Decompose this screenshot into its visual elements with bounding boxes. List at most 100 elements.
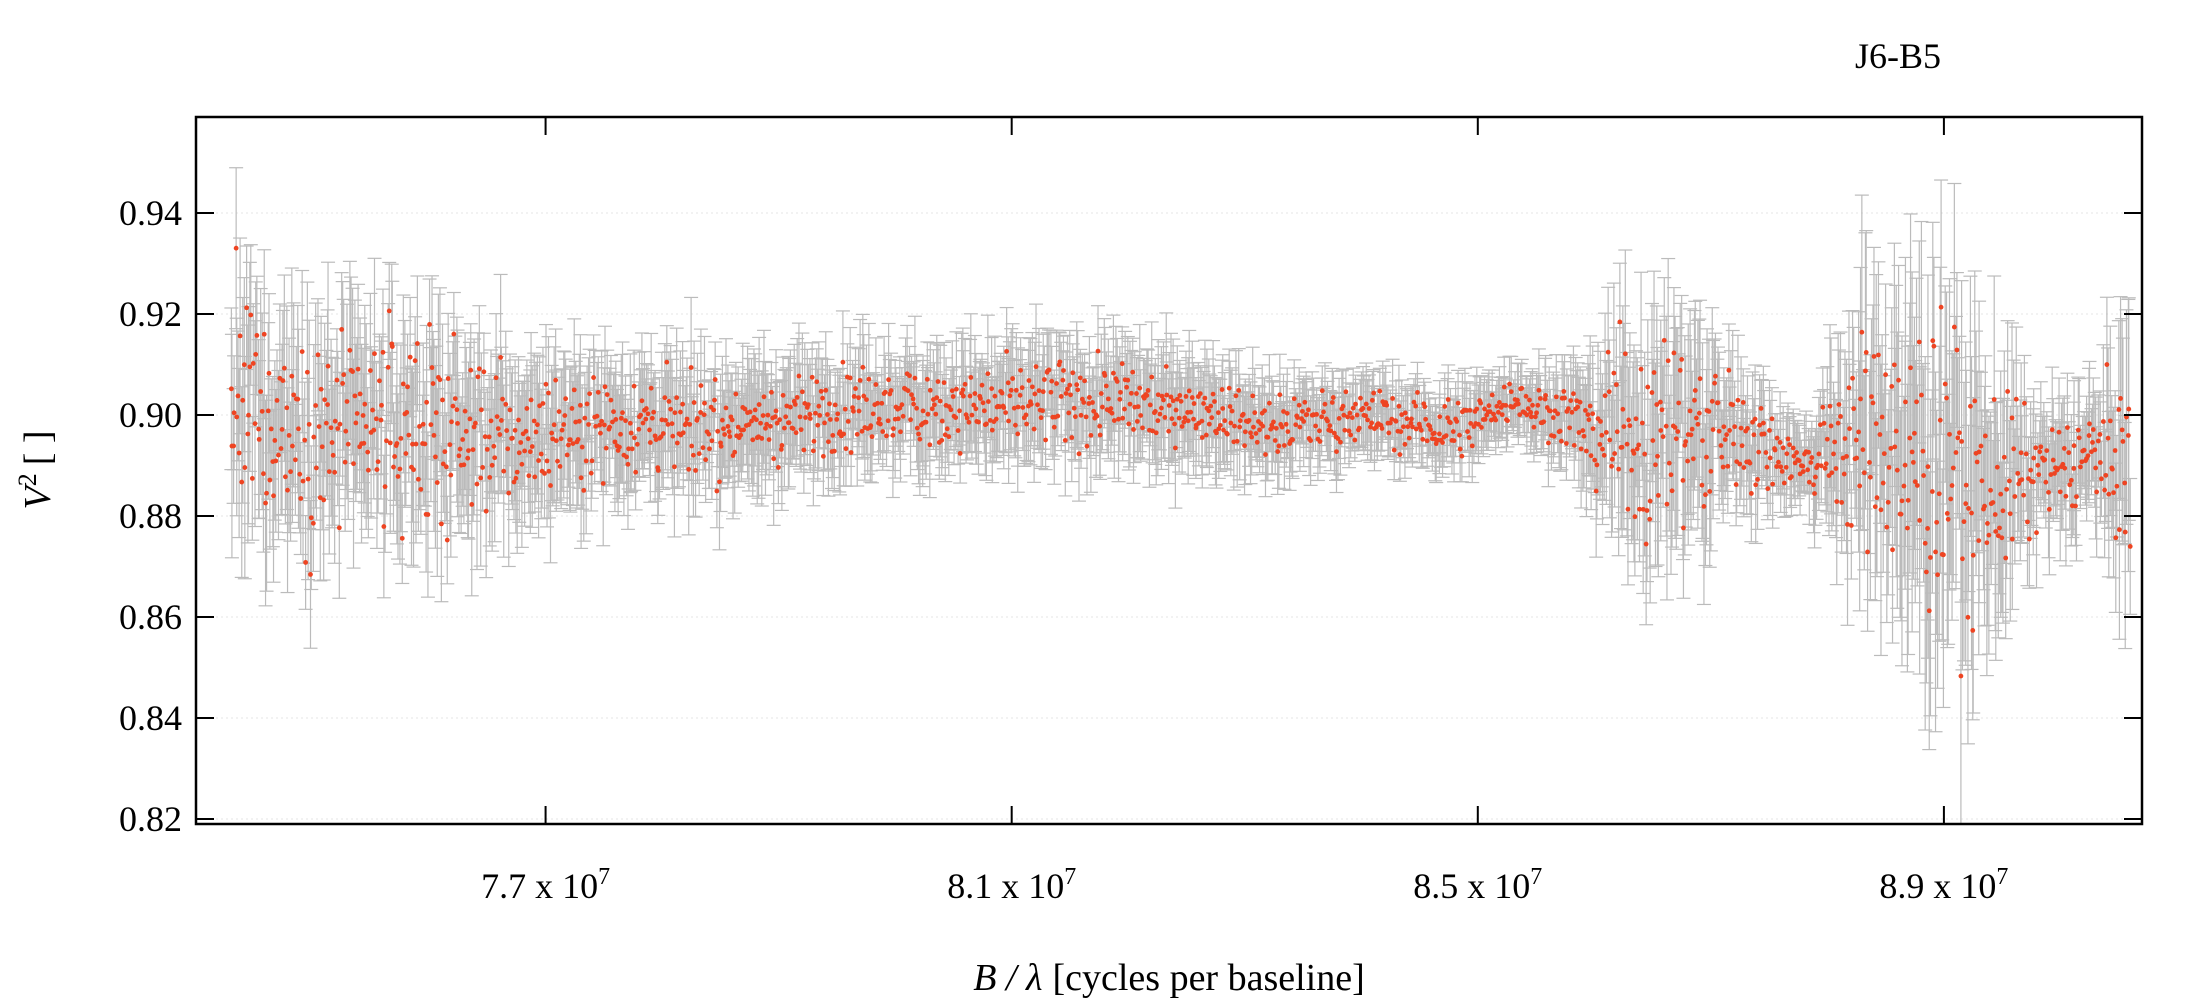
data-point	[1585, 412, 1591, 418]
data-point	[937, 398, 943, 404]
data-point	[1647, 516, 1653, 522]
data-point	[506, 490, 512, 496]
data-point	[1783, 464, 1789, 470]
grid-lines	[196, 212, 2142, 820]
data-point	[1507, 381, 1512, 387]
data-point	[313, 465, 319, 471]
data-point	[329, 440, 335, 445]
data-point	[1938, 304, 1944, 310]
data-point	[519, 461, 525, 467]
data-point	[1097, 432, 1103, 438]
data-point	[1676, 400, 1682, 406]
data-point	[538, 451, 544, 457]
data-point	[1051, 424, 1057, 430]
data-point	[927, 387, 933, 393]
data-point	[248, 312, 254, 318]
data-point	[1237, 418, 1243, 424]
data-point	[454, 407, 460, 413]
data-point	[639, 398, 645, 404]
data-point	[2112, 448, 2118, 453]
data-point	[1726, 367, 1732, 373]
data-point	[1306, 407, 1311, 413]
data-point	[818, 388, 824, 394]
data-point	[1224, 431, 1230, 437]
data-point	[1578, 446, 1584, 452]
data-point	[486, 434, 492, 440]
data-point	[1265, 434, 1271, 440]
data-point	[575, 437, 581, 442]
data-point	[1872, 504, 1878, 510]
data-point	[250, 361, 256, 366]
data-point	[1090, 400, 1095, 405]
data-point	[1248, 430, 1253, 436]
data-point	[1465, 429, 1470, 434]
data-point	[672, 410, 678, 416]
data-point	[727, 434, 733, 439]
data-point	[1715, 400, 1721, 406]
data-point	[1099, 404, 1105, 410]
data-point	[1703, 492, 1708, 498]
data-point	[1098, 391, 1104, 396]
data-point	[898, 429, 903, 435]
data-point	[1555, 411, 1561, 417]
data-point	[443, 464, 449, 470]
data-point	[663, 417, 668, 423]
data-point	[339, 327, 345, 332]
data-point	[1688, 432, 1694, 438]
data-point	[1327, 423, 1333, 429]
data-point	[505, 446, 511, 452]
data-point	[1401, 424, 1406, 430]
data-point	[494, 414, 500, 419]
data-point	[674, 395, 680, 401]
data-point	[1448, 420, 1453, 426]
data-point	[1772, 447, 1778, 453]
data-point	[391, 464, 396, 470]
data-point	[1919, 392, 1924, 398]
data-point	[440, 397, 445, 403]
data-point	[470, 447, 476, 453]
data-point	[1530, 402, 1535, 408]
data-point	[1138, 413, 1144, 418]
data-point	[1739, 443, 1745, 449]
data-point	[1390, 396, 1396, 401]
data-point	[1125, 377, 1131, 383]
data-point	[295, 396, 301, 402]
data-point	[1954, 347, 1960, 353]
data-point	[1990, 500, 1996, 505]
data-point	[1474, 406, 1480, 412]
data-point	[688, 365, 694, 370]
data-point	[786, 420, 792, 426]
data-point	[361, 440, 367, 446]
data-point	[2081, 447, 2087, 453]
data-point	[498, 418, 504, 423]
x-tick-label: 8.9 x 107	[1879, 864, 2008, 906]
data-point	[237, 333, 243, 339]
data-point	[444, 537, 450, 543]
data-point	[1440, 440, 1445, 445]
data-point	[620, 410, 625, 416]
data-point	[978, 396, 983, 401]
data-point	[1692, 397, 1697, 403]
data-point	[1111, 418, 1117, 423]
data-point	[1219, 387, 1225, 392]
data-point	[407, 354, 413, 360]
data-point	[555, 458, 560, 464]
data-point	[623, 418, 628, 424]
data-point	[854, 431, 860, 437]
data-point	[374, 467, 380, 472]
data-point	[1831, 451, 1836, 457]
data-point	[2015, 470, 2021, 476]
data-point	[1883, 372, 1888, 378]
data-point	[321, 497, 327, 503]
data-point	[1128, 390, 1134, 396]
data-point	[1598, 419, 1603, 424]
data-point	[847, 375, 853, 381]
data-point	[1004, 348, 1010, 354]
data-point	[1769, 416, 1775, 422]
data-point	[768, 423, 773, 429]
data-point	[525, 436, 531, 442]
data-point	[1873, 421, 1879, 427]
data-point	[399, 535, 405, 541]
data-point	[794, 394, 800, 400]
data-point	[769, 389, 774, 395]
